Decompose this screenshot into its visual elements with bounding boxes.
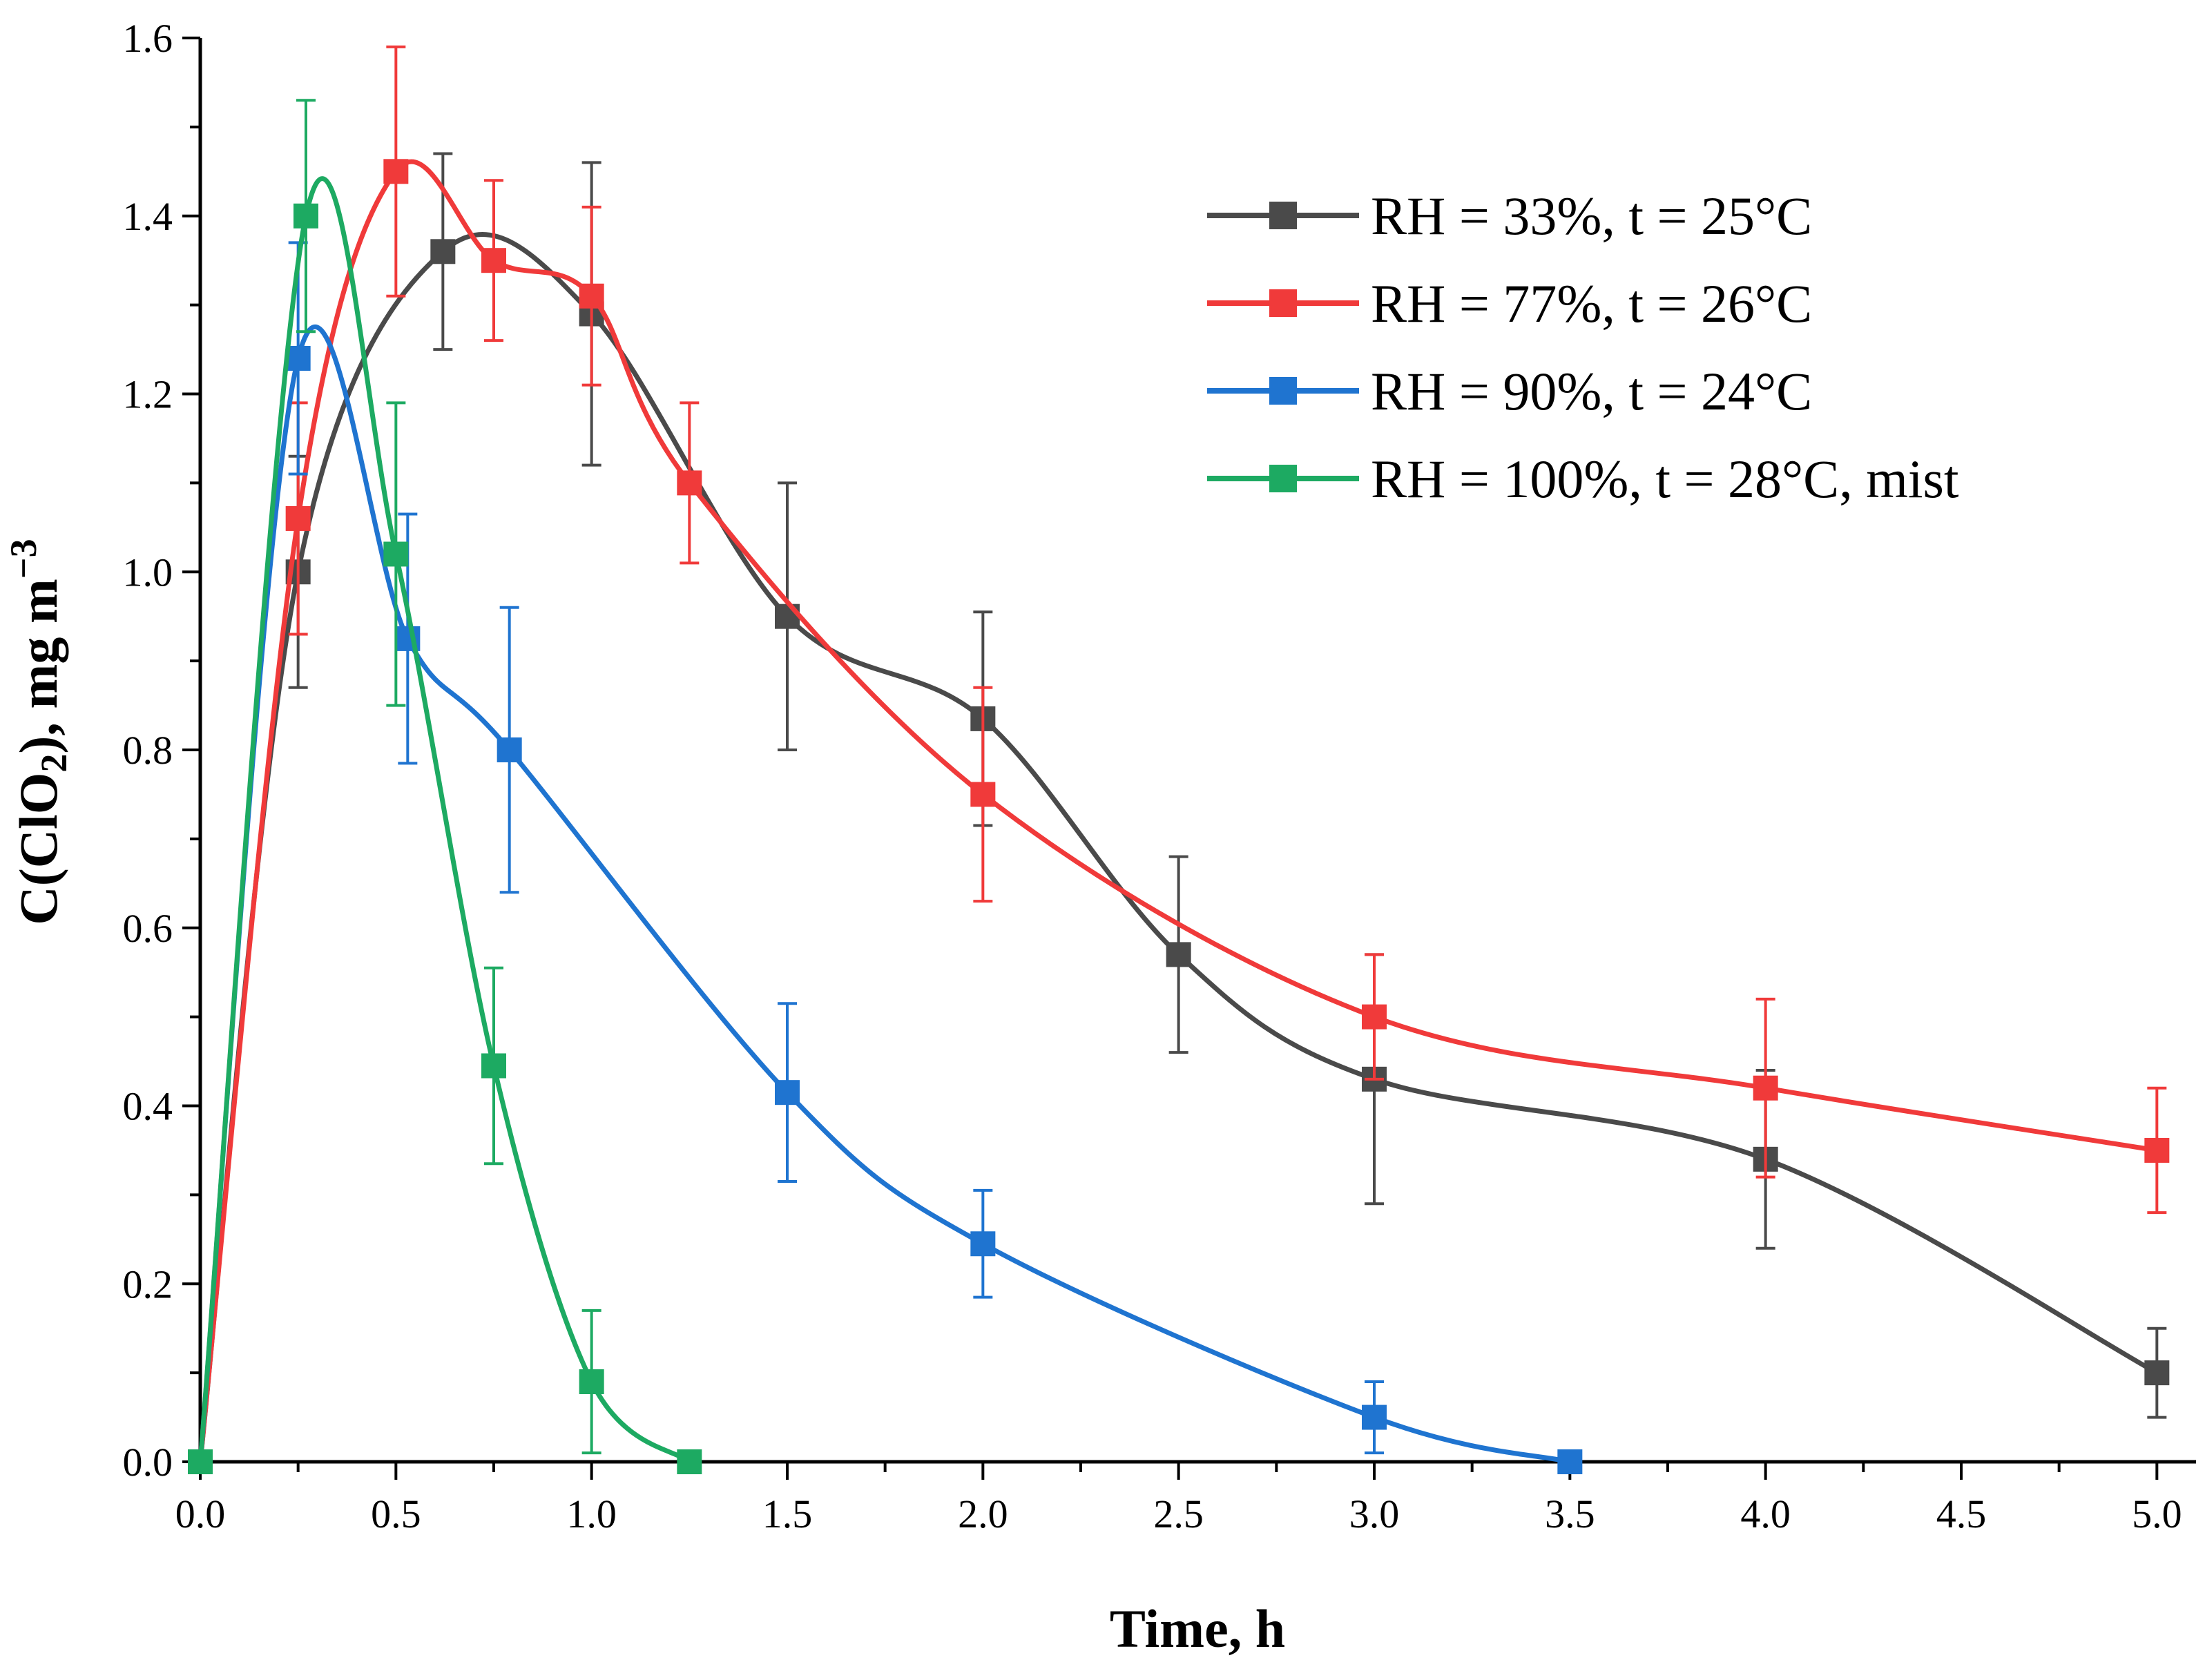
legend-marker [1269,465,1297,492]
data-point [775,604,800,629]
data-point [481,248,506,273]
data-point [677,1449,702,1474]
y-tick-label: 0.6 [123,906,173,951]
data-point [383,159,409,184]
legend-item: RH = 33%, t = 25°C [1207,186,1812,246]
data-point [579,283,604,309]
data-point [1362,1404,1387,1430]
series-line [198,325,1571,1465]
x-tick-label: 0.5 [371,1491,421,1536]
axes-layer: 0.0 0.5 1.0 1.5 2.0 2.5 3.0 3.5 4.0 4.5 5.0 0.0 0.2 0… [123,16,2196,1536]
y-tick-label: 1.6 [123,16,173,61]
data-point [293,203,318,229]
data-point [579,1369,604,1395]
y-axis-title-main: C(ClO [8,773,68,925]
data-point [188,1449,213,1474]
x-tick-label: 1.5 [762,1491,813,1536]
series-layer [188,45,2170,1474]
series-4 [188,99,702,1474]
series-line [198,176,691,1464]
y-tick-label: 0.8 [123,728,173,773]
legend-label: RH = 77%, t = 26°C [1371,273,1812,334]
y-tick-label: 1.4 [123,194,173,239]
x-tick-label: 3.0 [1349,1491,1400,1536]
series-line [198,159,2157,1462]
data-point [2144,1360,2170,1386]
y-tick-label: 0.2 [123,1262,173,1306]
data-point [383,541,409,567]
legend-label: RH = 90%, t = 24°C [1371,361,1812,421]
series-line [198,232,2159,1462]
y-axis-title: C(ClO2), mg m−3 [3,539,75,925]
legend-item: RH = 77%, t = 26°C [1207,273,1812,334]
x-tick-label: 5.0 [2132,1491,2182,1536]
data-point [2144,1137,2170,1163]
x-axis-title: Time, h [1110,1599,1285,1659]
y-axis-title-superscript: −3 [3,539,44,579]
data-point [497,737,522,762]
x-tick-label: 4.5 [1936,1491,1987,1536]
legend-label: RH = 100%, t = 28°C, mist [1371,449,1959,509]
x-tick-label: 4.0 [1740,1491,1791,1536]
y-tick-label: 1.2 [123,372,173,417]
series-1 [188,152,2170,1474]
data-point [970,782,996,807]
series-2 [188,45,2170,1474]
y-axis-title-tail: ), mg m [8,579,68,753]
data-point [677,470,702,496]
legend-marker [1269,202,1297,229]
legend-label: RH = 33%, t = 25°C [1371,186,1812,246]
legend-marker [1269,289,1297,317]
x-tick-label: 2.5 [1153,1491,1204,1536]
data-point [1362,1004,1387,1030]
y-tick-label: 0.0 [123,1440,173,1485]
x-tick-label: 2.0 [958,1491,1008,1536]
x-tick-label: 3.5 [1545,1491,1595,1536]
data-point [970,1231,996,1257]
data-point [430,239,456,264]
legend-item: RH = 100%, t = 28°C, mist [1207,449,1959,509]
x-tick-label: 1.0 [566,1491,617,1536]
legend-item: RH = 90%, t = 24°C [1207,361,1812,421]
data-point [481,1053,506,1079]
legend: RH = 33%, t = 25°C RH = 77%, t = 26°C RH =… [1207,186,1959,509]
data-point [1166,942,1191,967]
y-axis-title-subscript: 2 [33,754,75,773]
legend-marker [1269,377,1297,405]
x-tick-label: 0.0 [175,1491,226,1536]
data-point [1753,1075,1778,1101]
y-tick-label: 1.0 [123,550,173,595]
data-point [1557,1449,1583,1474]
data-point [775,1080,800,1105]
data-point [285,505,311,531]
y-tick-label: 0.4 [123,1084,173,1129]
